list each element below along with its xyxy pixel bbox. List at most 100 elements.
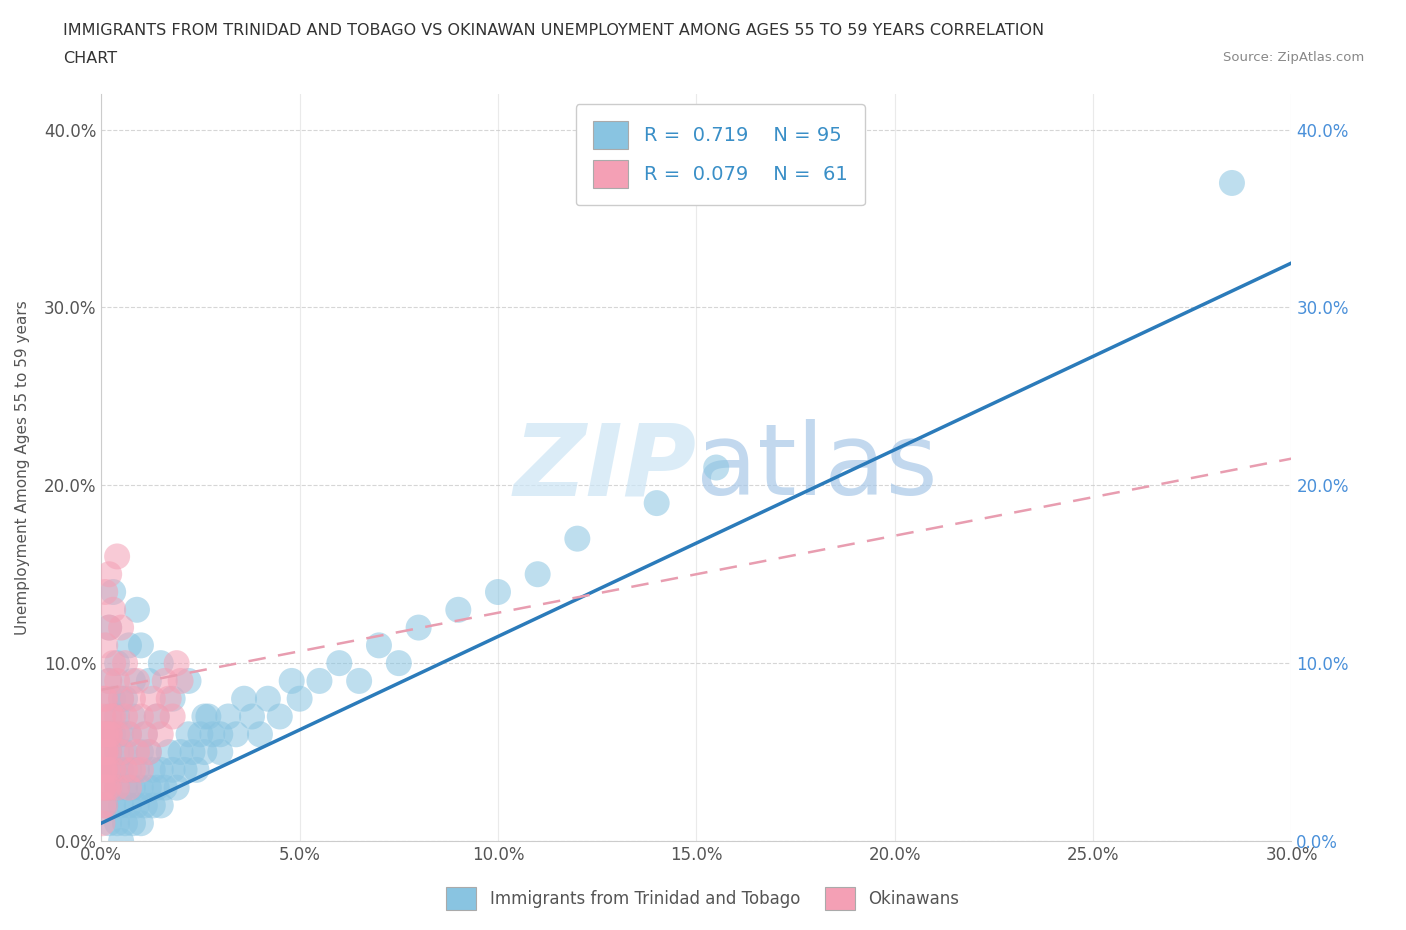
Point [110, 798, 132, 813]
Point [94, 727, 117, 742]
Point [142, 691, 165, 706]
Point [110, 691, 132, 706]
Point [97, 745, 120, 760]
Point [125, 603, 148, 618]
Point [125, 763, 148, 777]
Point [173, 763, 195, 777]
Point [347, 673, 370, 688]
Point [118, 763, 141, 777]
Point [169, 745, 191, 760]
Point [110, 691, 132, 706]
Point [96, 727, 118, 742]
Point [125, 673, 148, 688]
Point [94, 691, 117, 706]
Point [97, 763, 120, 777]
Point [169, 673, 191, 688]
Point [138, 745, 160, 760]
Point [110, 727, 132, 742]
Point [149, 727, 172, 742]
Point [93, 763, 115, 777]
Point [181, 745, 204, 760]
Point [118, 638, 141, 653]
Point [101, 798, 124, 813]
Point [94, 745, 117, 760]
Point [110, 833, 132, 848]
Point [94, 763, 117, 777]
Point [114, 745, 136, 760]
Point [101, 727, 124, 742]
Point [134, 727, 156, 742]
Point [94, 745, 117, 760]
Point [118, 798, 141, 813]
Point [125, 798, 148, 813]
Point [122, 780, 145, 795]
Legend: R =  0.719    N = 95, R =  0.079    N =  61: R = 0.719 N = 95, R = 0.079 N = 61 [575, 104, 865, 206]
Point [114, 656, 136, 671]
Point [138, 745, 160, 760]
Point [93, 780, 115, 795]
Point [162, 763, 184, 777]
Point [122, 673, 145, 688]
Point [91, 727, 114, 742]
Point [142, 763, 165, 777]
Point [149, 656, 172, 671]
Point [110, 763, 132, 777]
Point [98, 673, 121, 688]
Point [114, 691, 136, 706]
Point [98, 673, 121, 688]
Point [101, 656, 124, 671]
Point [201, 727, 224, 742]
Point [486, 585, 509, 600]
Point [98, 620, 121, 635]
Point [157, 745, 180, 760]
Point [122, 763, 145, 777]
Point [162, 691, 184, 706]
Point [269, 709, 291, 724]
Point [209, 727, 232, 742]
Text: ZIP: ZIP [513, 419, 696, 516]
Text: atlas: atlas [696, 419, 938, 516]
Point [408, 620, 430, 635]
Point [526, 566, 548, 581]
Point [134, 727, 156, 742]
Point [129, 780, 152, 795]
Point [98, 620, 121, 635]
Point [1220, 176, 1243, 191]
Point [129, 638, 152, 653]
Point [328, 656, 350, 671]
Point [105, 656, 128, 671]
Point [101, 763, 124, 777]
Point [98, 816, 121, 830]
Point [118, 780, 141, 795]
Point [114, 709, 136, 724]
Point [645, 496, 668, 511]
Point [91, 780, 114, 795]
Point [94, 763, 117, 777]
Point [91, 798, 114, 813]
Point [93, 691, 115, 706]
Point [162, 709, 184, 724]
Point [149, 763, 172, 777]
Point [122, 709, 145, 724]
Point [114, 763, 136, 777]
Point [129, 816, 152, 830]
Point [146, 780, 169, 795]
Point [125, 745, 148, 760]
Point [98, 727, 121, 742]
Point [98, 566, 121, 581]
Point [101, 585, 124, 600]
Point [91, 709, 114, 724]
Point [110, 745, 132, 760]
Point [186, 763, 208, 777]
Point [114, 780, 136, 795]
Point [288, 691, 311, 706]
Point [146, 709, 169, 724]
Y-axis label: Unemployment Among Ages 55 to 59 years: Unemployment Among Ages 55 to 59 years [15, 300, 30, 635]
Point [138, 673, 160, 688]
Point [142, 798, 165, 813]
Point [567, 531, 589, 546]
Point [146, 709, 169, 724]
Point [129, 745, 152, 760]
Point [177, 673, 200, 688]
Point [94, 798, 117, 813]
